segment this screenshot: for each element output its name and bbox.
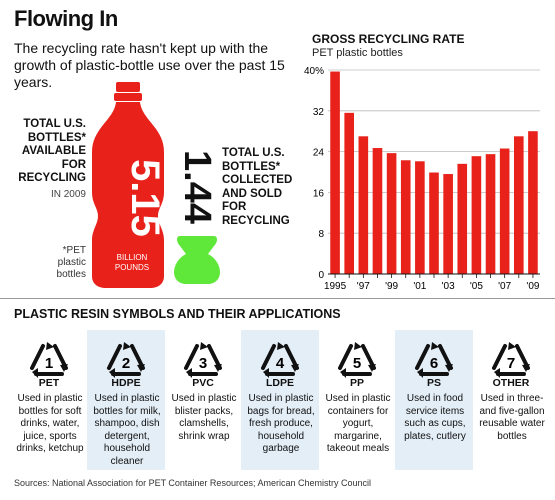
resin-symbol-7: 7 OTHER Used in three-and five-gallon reus… xyxy=(472,330,550,470)
resin-number: 2 xyxy=(122,355,130,372)
resin-abbr: PS xyxy=(426,377,441,389)
resin-description: Used in food service items such as cups,… xyxy=(404,393,466,442)
resin-shade xyxy=(87,330,165,470)
recycle-triangle-icon: 4 xyxy=(261,342,299,378)
bar-1999 xyxy=(386,153,397,274)
resin-description: Used in plastic bottles for milk, shampo… xyxy=(93,393,161,467)
resin-abbr: LDPE xyxy=(265,377,294,389)
available-unit-line2: POUNDS xyxy=(115,263,149,272)
resin-number: 3 xyxy=(199,355,207,372)
resin-number: 5 xyxy=(353,355,361,372)
x-tick-label: '09 xyxy=(526,281,539,292)
bar-2002 xyxy=(429,172,439,274)
chart-subtitle: PET plastic bottles xyxy=(312,47,403,59)
resin-symbol-2: 2 HDPE Used in plastic bottles for milk, s… xyxy=(87,330,165,470)
resin-symbol-4: 4 LDPE Used in plastic bags for bread, fre… xyxy=(241,330,319,470)
available-value: 5.15 xyxy=(123,159,167,237)
footnote: *PET plastic bottles xyxy=(56,245,86,280)
resin-description: Used in plastic bags for bread, fresh pr… xyxy=(247,393,315,454)
bar-1995 xyxy=(330,71,340,274)
bar-1996 xyxy=(344,112,355,274)
svg-text:1.44: 1.44 xyxy=(176,150,218,224)
x-tick-label: '07 xyxy=(498,281,511,292)
resin-number: 4 xyxy=(276,355,285,372)
bar-1997 xyxy=(358,136,369,274)
bar-2005 xyxy=(471,156,482,274)
y-tick-label: 24 xyxy=(313,148,325,159)
resin-abbr: OTHER xyxy=(492,377,530,389)
x-tick-label: '99 xyxy=(385,281,398,292)
section-title: PLASTIC RESIN SYMBOLS AND THEIR APPLICAT… xyxy=(14,307,341,321)
y-tick-label: 8 xyxy=(318,229,324,240)
y-tick-label: 32 xyxy=(313,107,325,118)
recycling-rate-chart: 0 8 16 24 32 40% 1995 '97 '99 '01 '03 '05 '07 '09 xyxy=(304,66,540,292)
resin-abbr: HDPE xyxy=(111,377,141,389)
recycle-triangle-icon: 5 xyxy=(338,342,376,378)
divider xyxy=(0,298,555,299)
resin-symbol-1: 1 PET Used in plastic bottles for soft dri… xyxy=(10,330,88,470)
resin-abbr: PVC xyxy=(192,377,214,389)
x-tick-label: '97 xyxy=(357,281,370,292)
resin-symbol-5: 5 PP Used in plastic containers for yogurt… xyxy=(318,330,396,470)
bar-2006 xyxy=(485,154,496,274)
chart-title: GROSS RECYCLING RATE xyxy=(312,32,465,46)
bar-2001 xyxy=(415,161,425,274)
resin-abbr: PP xyxy=(349,377,364,389)
bar-1998 xyxy=(372,148,383,274)
y-tick-label: 0 xyxy=(318,270,324,281)
resin-abbr: PET xyxy=(38,377,60,389)
resin-description: Used in three-and five-gallon reusable w… xyxy=(479,393,545,442)
x-tick-label: 1995 xyxy=(324,281,347,292)
y-tick-label: 40% xyxy=(304,66,324,77)
red-bottle-icon: 5.15 BILLION POUNDS xyxy=(92,82,167,288)
bar-2003 xyxy=(443,174,453,274)
bar-2004 xyxy=(457,163,468,274)
bar-2007 xyxy=(499,148,510,274)
recycle-triangle-icon: 7 xyxy=(492,342,530,378)
recycle-triangle-icon: 6 xyxy=(415,342,453,378)
resin-description: Used in plastic blister packs, clamshell… xyxy=(171,393,237,442)
bar-2009 xyxy=(528,131,538,274)
y-tick-label: 16 xyxy=(313,188,325,199)
available-label: TOTAL U.S. BOTTLES* AVAILABLE FOR RECYCL… xyxy=(14,118,86,201)
recycle-triangle-icon: 1 xyxy=(30,342,68,378)
resin-description: Used in plastic containers for yogurt, m… xyxy=(325,393,391,454)
bar-2008 xyxy=(513,136,524,274)
green-bottle-icon xyxy=(174,236,220,284)
resin-number: 7 xyxy=(507,355,515,372)
resin-description: Used in plastic bottles for soft drinks,… xyxy=(16,393,84,454)
collected-label: TOTAL U.S. BOTTLES* COLLECTED AND SOLD F… xyxy=(222,147,293,227)
sources: Sources: National Association for PET Co… xyxy=(14,478,371,488)
x-tick-label: '05 xyxy=(470,281,483,292)
recycle-triangle-icon: 2 xyxy=(107,342,145,378)
headline: Flowing In xyxy=(14,6,118,31)
available-unit-line1: BILLION xyxy=(117,253,148,262)
resin-shade xyxy=(395,330,473,470)
available-year: IN 2009 xyxy=(50,188,86,200)
resin-number: 1 xyxy=(45,355,53,372)
x-tick-label: '03 xyxy=(442,281,455,292)
recycle-triangle-icon: 3 xyxy=(184,342,222,378)
x-tick-label: '01 xyxy=(413,281,426,292)
resin-symbol-6: 6 PS Used in food service items such as cu… xyxy=(395,330,473,470)
dek: The recycling rate hasn't kept up with t… xyxy=(14,40,285,90)
collected-value-vertical: 1.44 xyxy=(176,150,218,224)
resin-shade xyxy=(241,330,319,470)
bar-2000 xyxy=(400,160,411,274)
resin-number: 6 xyxy=(430,355,438,372)
resin-symbol-3: 3 PVC Used in plastic blister packs, clams… xyxy=(164,330,242,470)
